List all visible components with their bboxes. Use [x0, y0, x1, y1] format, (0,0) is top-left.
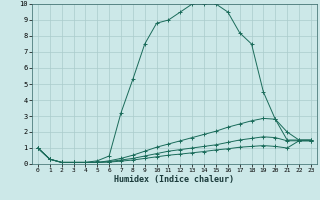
X-axis label: Humidex (Indice chaleur): Humidex (Indice chaleur)	[115, 175, 234, 184]
